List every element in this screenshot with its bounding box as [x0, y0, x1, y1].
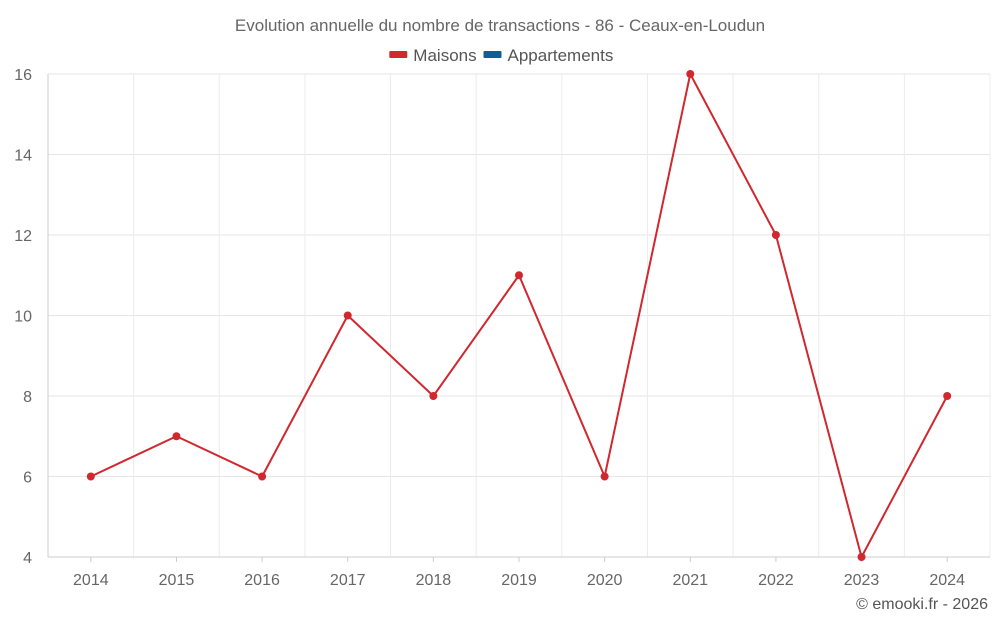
- data-point[interactable]: [172, 432, 181, 441]
- y-tick-label: 14: [14, 148, 32, 165]
- x-tick-label: 2021: [672, 572, 708, 589]
- legend-swatch: [483, 51, 502, 58]
- legend-label: Maisons: [413, 46, 476, 65]
- y-tick-label: 6: [23, 470, 32, 487]
- data-point[interactable]: [857, 553, 866, 561]
- legend-swatch: [389, 51, 408, 58]
- x-tick-label: 2019: [501, 572, 537, 589]
- x-tick-label: 2014: [73, 572, 109, 589]
- grid: [47, 73, 991, 558]
- legend-label: Appartements: [508, 46, 614, 65]
- x-tick-label: 2024: [929, 572, 965, 589]
- data-point[interactable]: [429, 392, 438, 400]
- y-tick-label: 12: [14, 228, 32, 245]
- legend-item-maisons[interactable]: Maisons: [389, 46, 477, 65]
- series-layer: [86, 70, 952, 561]
- legend: Maisons Appartements: [389, 46, 613, 65]
- x-tick-label: 2023: [844, 572, 880, 589]
- data-point[interactable]: [771, 231, 780, 239]
- axes: 4 6 8 10 12 14 16 2014 2015 2016 2017 2018 2019 2020 2…: [14, 67, 990, 589]
- data-point[interactable]: [515, 271, 523, 280]
- x-tick-label: 2020: [587, 572, 623, 589]
- x-tick-label: 2016: [244, 572, 280, 589]
- y-tick-label: 10: [14, 309, 32, 326]
- chart-credit: © emooki.fr - 2026: [856, 596, 988, 613]
- data-point[interactable]: [258, 472, 267, 481]
- y-tick-label: 8: [23, 389, 32, 406]
- x-tick-label: 2018: [416, 572, 452, 589]
- x-tick-label: 2015: [159, 572, 195, 589]
- data-point[interactable]: [343, 311, 352, 320]
- x-tick-label: 2022: [758, 572, 794, 589]
- data-point[interactable]: [600, 472, 609, 481]
- data-point[interactable]: [686, 70, 695, 78]
- x-tick-label: 2017: [330, 572, 366, 589]
- data-point[interactable]: [943, 392, 952, 400]
- legend-item-appartements[interactable]: Appartements: [483, 46, 614, 65]
- y-tick-label: 4: [23, 550, 32, 567]
- chart-title: Evolution annuelle du nombre de transact…: [235, 16, 765, 35]
- data-point[interactable]: [86, 472, 95, 481]
- y-tick-label: 16: [14, 67, 32, 84]
- series-maisons: [86, 70, 952, 561]
